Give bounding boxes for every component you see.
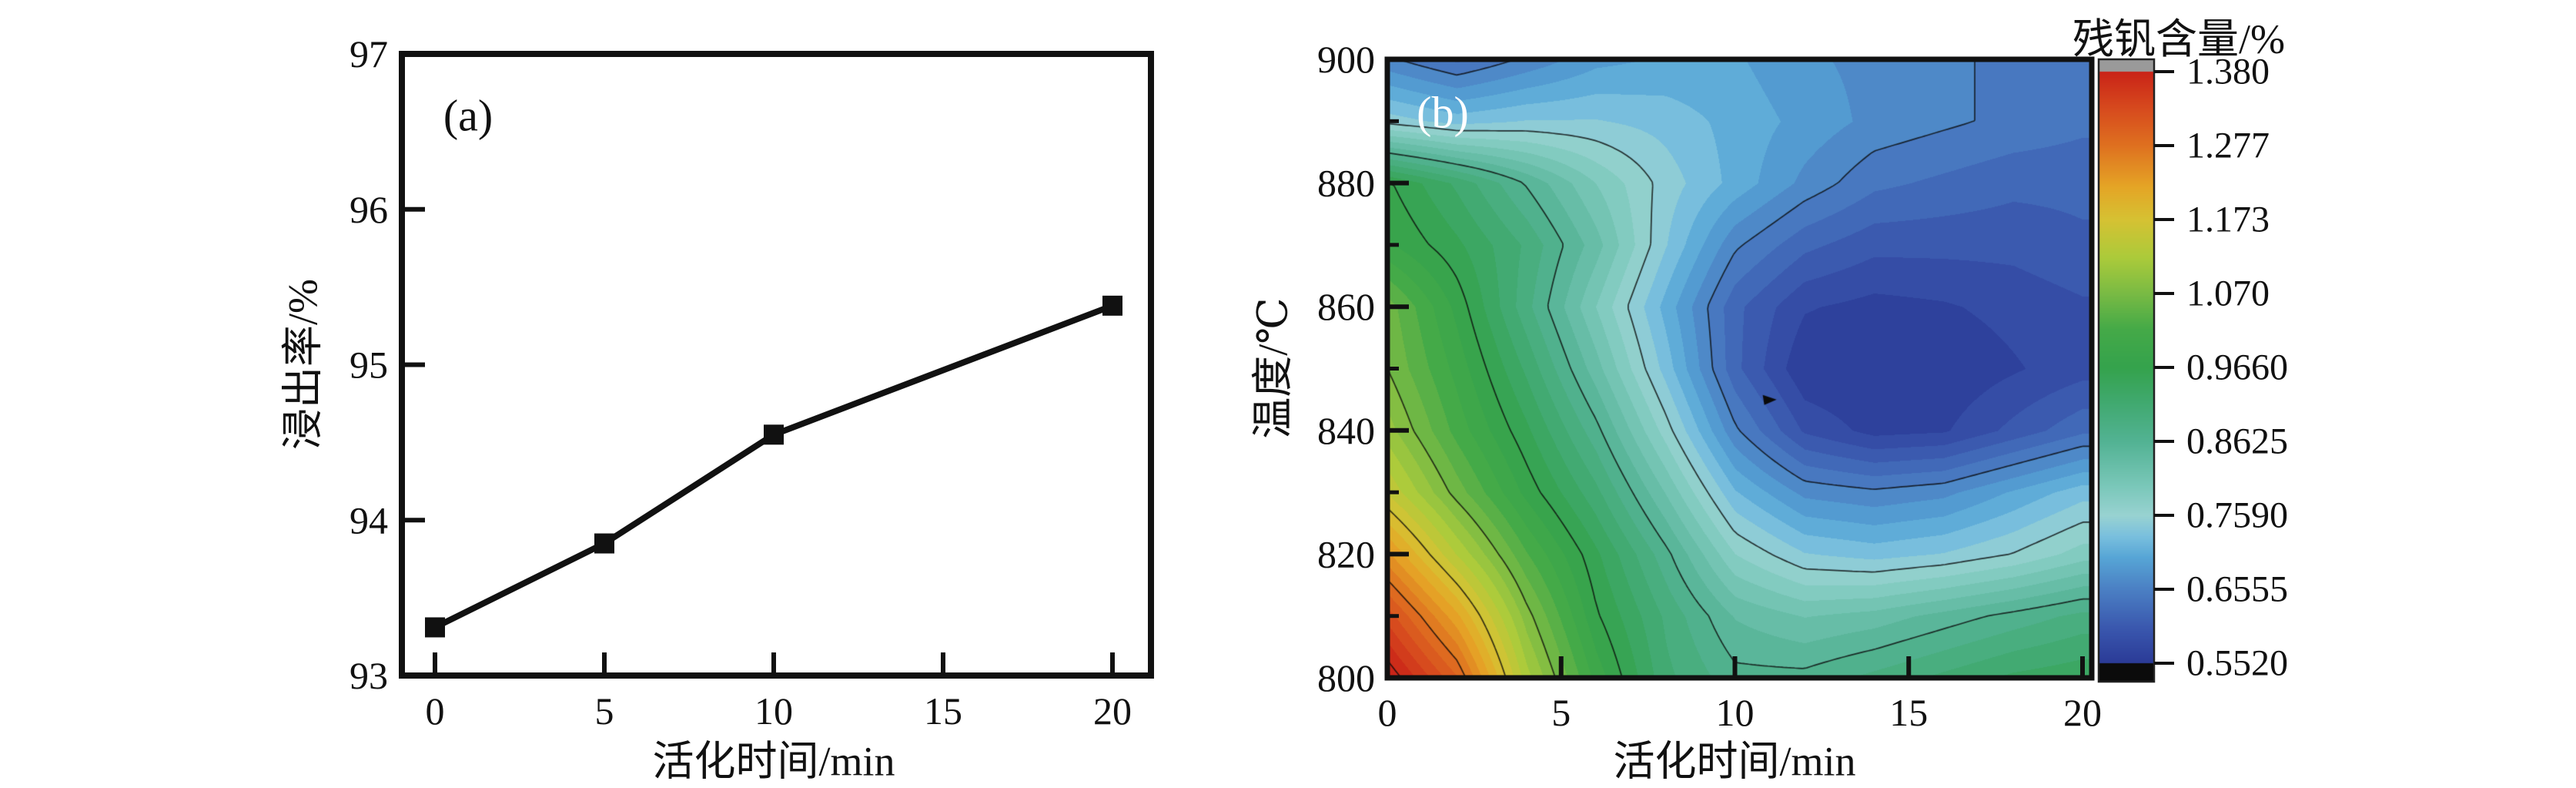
panel-a-label: (a) <box>443 90 493 141</box>
panel-a: 0 5 10 15 20 93 94 95 96 97 (a) 活化时间/min 浸出率/% <box>0 0 1270 788</box>
colorbar-title: 残钒含量/% <box>2073 16 2285 62</box>
panel-b-x-axis-title: 活化时间/min <box>1613 738 1856 785</box>
panel-b-label: (b) <box>1417 87 1469 138</box>
x-tick-label-b: 20 <box>2063 691 2102 734</box>
x-tick-label-a: 20 <box>1093 689 1132 733</box>
colorbar-tick-label: 0.5520 <box>2186 642 2288 684</box>
colorbar-tick-label: 1.380 <box>2186 51 2270 92</box>
y-tick-label-a: 94 <box>350 498 388 542</box>
x-tick-label-a: 0 <box>426 689 445 733</box>
y-tick-label-b: 860 <box>1317 285 1375 328</box>
series-line-a <box>433 303 1114 631</box>
panel-a-y-axis-title: 浸出率/% <box>279 279 326 450</box>
y-tick-label-b: 900 <box>1317 38 1375 81</box>
data-point-marker <box>594 533 614 554</box>
y-tick-label-a: 96 <box>350 188 388 231</box>
panel-b-y-axis-title: 温度/℃ <box>1250 297 1296 439</box>
colorbar-tick-label: 1.173 <box>2186 199 2270 240</box>
colorbar-gradient <box>2099 59 2154 682</box>
colorbar-tick-label: 0.8625 <box>2186 421 2288 462</box>
panel-a-x-axis-title: 活化时间/min <box>652 738 895 785</box>
data-point-marker <box>425 617 445 638</box>
y-tick-label-a: 93 <box>350 654 388 697</box>
colorbar-tick-label: 0.7590 <box>2186 495 2288 536</box>
x-tick-label-a: 15 <box>924 689 962 733</box>
data-point-marker <box>764 424 784 445</box>
data-point-marker <box>1102 295 1122 316</box>
x-tick-label-b: 5 <box>1551 691 1571 734</box>
contour-heatmap <box>1387 59 2092 678</box>
colorbar-tick-label: 1.070 <box>2186 273 2270 314</box>
axis-box-a <box>399 51 1154 679</box>
colorbar-tick-label: 0.6555 <box>2186 568 2288 610</box>
y-tick-label-b: 800 <box>1317 656 1375 699</box>
x-tick-label-b: 0 <box>1378 691 1397 734</box>
y-tick-label-b: 820 <box>1317 532 1375 575</box>
colorbar-tick-label: 1.277 <box>2186 125 2270 166</box>
y-tick-label-a: 95 <box>350 344 388 387</box>
x-tick-label-a: 5 <box>595 689 614 733</box>
x-tick-label-b: 15 <box>1889 691 1928 734</box>
colorbar-tick-label: 0.9660 <box>2186 347 2288 388</box>
y-tick-label-b: 840 <box>1317 409 1375 452</box>
y-tick-label-a: 97 <box>350 32 388 75</box>
y-tick-label-b: 880 <box>1317 162 1375 205</box>
